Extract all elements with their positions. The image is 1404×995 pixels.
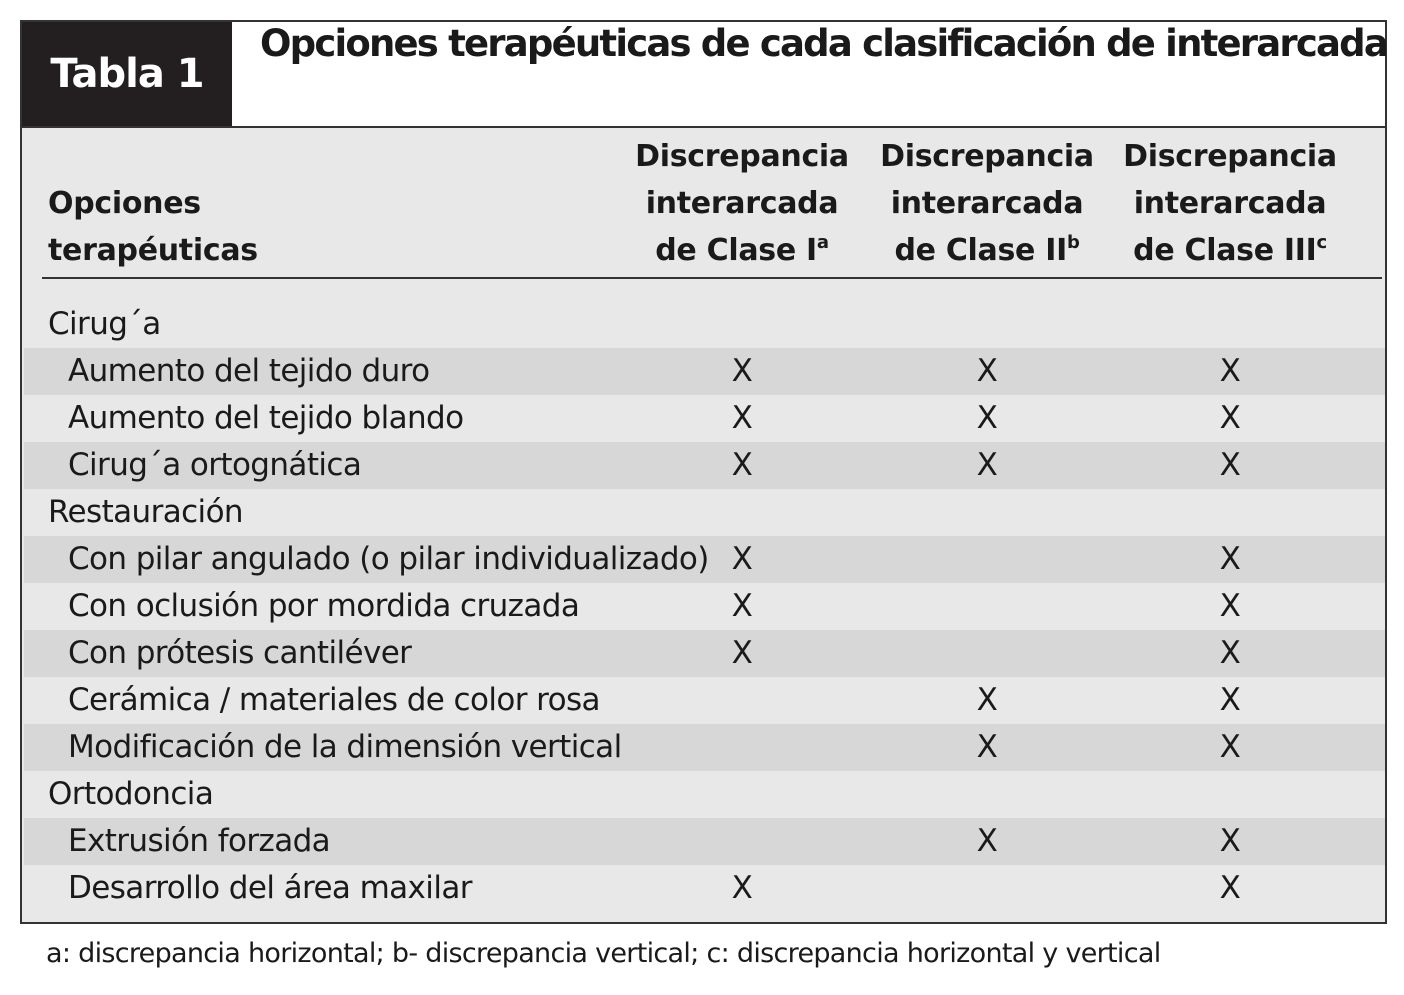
row-label: Con prótesis cantiléver (68, 635, 412, 671)
header-superscript: c (1316, 232, 1327, 253)
header-line: interarcada (645, 186, 839, 221)
column-header: interarcada (837, 180, 1137, 227)
header-line: Discrepancia (1123, 139, 1337, 174)
title-bar: Tabla 1 Opciones terapéuticas de cada cl… (22, 22, 1389, 128)
cell-mark: X (1219, 541, 1241, 577)
cell-mark: X (731, 870, 753, 906)
cell-mark: X (731, 400, 753, 436)
column-header: Discrepancia (1080, 133, 1380, 180)
row-label: Desarrollo del área maxilar (68, 870, 472, 906)
cell-mark: X (1219, 870, 1241, 906)
cell-mark: X (1219, 823, 1241, 859)
row-band (24, 536, 1385, 583)
section-title: Restauración (48, 494, 244, 530)
cell-mark: X (1219, 588, 1241, 624)
header-line: terapéuticas (48, 233, 258, 268)
column-header: Opciones (48, 180, 201, 227)
header-line: de Clase III (1133, 233, 1317, 268)
row-band (24, 630, 1385, 677)
row-label: Con pilar angulado (o pilar individualiz… (68, 541, 709, 577)
cell-mark: X (1219, 635, 1241, 671)
cell-mark: X (976, 682, 998, 718)
cell-mark: X (1219, 447, 1241, 483)
cell-mark: X (976, 823, 998, 859)
column-header: terapéuticas (48, 227, 258, 274)
cell-mark: X (731, 541, 753, 577)
cell-mark: X (1219, 400, 1241, 436)
cell-mark: X (1219, 682, 1241, 718)
row-band (24, 724, 1385, 771)
header-line: Opciones (48, 186, 201, 221)
header-line: de Clase I (655, 233, 817, 268)
cell-mark: X (976, 353, 998, 389)
table-title: Opciones terapéuticas de cada clasificac… (260, 22, 1389, 65)
header-superscript: b (1066, 232, 1080, 253)
cell-mark: X (731, 447, 753, 483)
column-header: interarcada (1080, 180, 1380, 227)
row-label: Cirug´a ortognática (68, 447, 362, 483)
header-line: interarcada (890, 186, 1084, 221)
header-line: Discrepancia (635, 139, 849, 174)
row-label: Con oclusión por mordida cruzada (68, 588, 580, 624)
cell-mark: X (731, 353, 753, 389)
header-line: de Clase II (894, 233, 1067, 268)
column-header: interarcada (592, 180, 892, 227)
cell-mark: X (731, 635, 753, 671)
row-label: Aumento del tejido duro (68, 353, 430, 389)
cell-mark: X (731, 588, 753, 624)
row-band (24, 348, 1385, 395)
cell-mark: X (976, 447, 998, 483)
table-frame: Tabla 1 Opciones terapéuticas de cada cl… (20, 20, 1389, 924)
row-label: Modificación de la dimensión vertical (68, 729, 622, 765)
row-band (24, 442, 1385, 489)
row-label: Cerámica / materiales de color rosa (68, 682, 601, 718)
row-band (24, 818, 1385, 865)
cell-mark: X (1219, 353, 1241, 389)
cell-mark: X (976, 729, 998, 765)
header-rule (42, 277, 1382, 279)
header-line: Discrepancia (880, 139, 1094, 174)
section-title: Cirug´a (48, 306, 161, 342)
column-header: de Clase Ia (592, 227, 892, 274)
column-header: de Clase IIb (837, 227, 1137, 274)
cell-mark: X (976, 400, 998, 436)
column-header: Discrepancia (592, 133, 892, 180)
table-label: Tabla 1 (22, 22, 232, 126)
row-label: Aumento del tejido blando (68, 400, 464, 436)
header-line: interarcada (1133, 186, 1327, 221)
column-header: Discrepancia (837, 133, 1137, 180)
cell-mark: X (1219, 729, 1241, 765)
header-superscript: a (816, 232, 829, 253)
section-title: Ortodoncia (48, 776, 214, 812)
column-header: de Clase IIIc (1080, 227, 1380, 274)
row-label: Extrusión forzada (68, 823, 331, 859)
footnote: a: discrepancia horizontal; b- discrepan… (46, 938, 1161, 969)
